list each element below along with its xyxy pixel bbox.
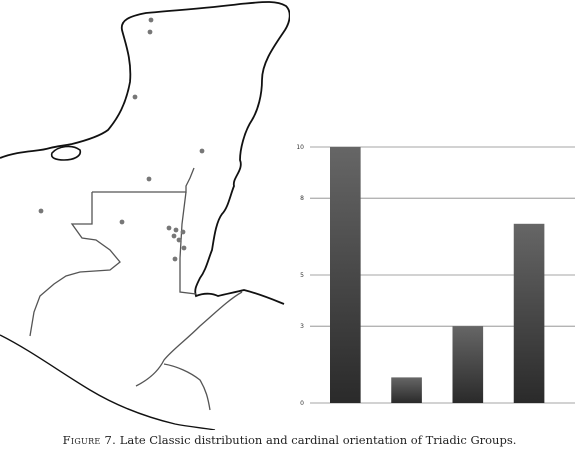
coastline <box>0 1 290 305</box>
border-west-guatemala <box>29 192 121 337</box>
site-point <box>173 227 179 233</box>
site-point <box>119 219 125 225</box>
figure-label: Figure 7. <box>62 433 117 447</box>
y-tick-labels: 0 3 5 8 10 <box>296 144 304 407</box>
bar <box>452 326 484 403</box>
y-tick-label: 5 <box>300 272 304 279</box>
site-points <box>38 17 205 262</box>
y-tick-label: 8 <box>300 195 304 202</box>
site-point <box>38 208 44 214</box>
site-point <box>166 225 172 231</box>
site-point <box>180 229 186 235</box>
caption-text: Late Classic distribution and cardinal o… <box>119 433 517 447</box>
yucatan-region-map <box>0 1 290 430</box>
pacific-coastline <box>0 334 216 430</box>
y-tick-label: 0 <box>300 400 304 407</box>
border-el-salvador <box>163 363 211 411</box>
site-point <box>132 94 138 100</box>
figure-caption: Figure 7. Late Classic distribution and … <box>0 433 579 447</box>
site-point <box>172 256 178 262</box>
site-point <box>181 245 187 251</box>
site-point <box>199 148 205 154</box>
bar <box>513 223 545 403</box>
y-tick-label: 3 <box>300 323 304 330</box>
bar <box>330 147 361 403</box>
bar <box>391 377 422 403</box>
border-belize <box>179 191 197 295</box>
site-point <box>148 17 154 23</box>
site-point <box>146 176 152 182</box>
site-point <box>176 237 182 243</box>
site-point <box>171 233 177 239</box>
border-honduras <box>135 291 243 387</box>
bars <box>330 147 545 403</box>
y-tick-label: 10 <box>296 144 304 151</box>
site-point <box>147 29 153 35</box>
border-north-guatemala <box>92 167 195 193</box>
orientation-bar-chart: 0 3 5 8 10 <box>296 144 575 407</box>
lagoon-outline <box>50 145 82 161</box>
